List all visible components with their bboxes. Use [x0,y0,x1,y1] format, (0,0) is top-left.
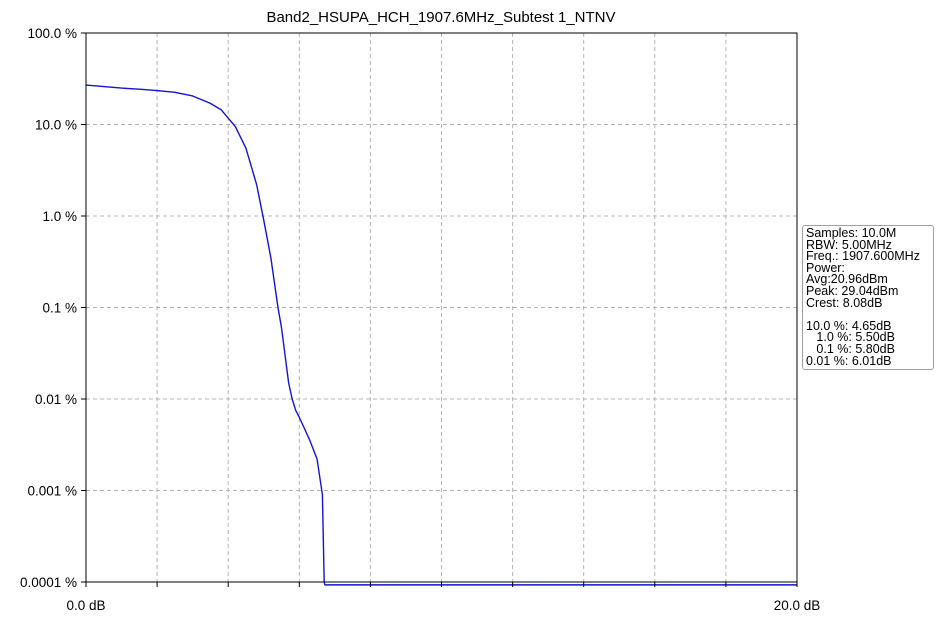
y-tick-label: 0.001 % [27,484,77,499]
y-tick-labels: 100.0 % 10.0 % 1.0 % 0.1 % 0.01 % 0.001 % 0.00… [20,26,77,590]
y-tick-label: 0.0001 % [20,575,77,590]
y-tick-label: 0.01 % [35,392,77,407]
info-box-line: Freq.: 1907.600MHz [806,249,920,264]
info-box-line: Crest: 8.08dB [806,295,883,310]
x-tick-label-start: 0.0 dB [66,598,105,613]
info-box-line: 1.0 %: 5.50dB [806,330,895,345]
measurement-info-box: Samples: 10.0M RBW: 5.00MHz Freq.: 1907.60… [802,225,934,371]
series-line-1 [85,84,797,586]
y-tick-label: 10.0 % [35,118,77,133]
axis-ticks [81,32,798,587]
info-box-line: 0.01 %: 6.01dB [806,353,892,368]
series-layer [85,84,797,586]
info-box-line: Peak: 29.04dBm [806,283,899,298]
grid-lines [86,33,797,582]
y-tick-label: 0.1 % [42,301,77,316]
chart-title: Band2_HSUPA_HCH_1907.6MHz_Subtest 1_NTNV [266,9,615,26]
x-tick-labels: 0.0 dB 20.0 dB [66,598,820,613]
info-box-line: RBW: 5.00MHz [806,237,892,252]
y-tick-label: 1.0 % [42,209,77,224]
x-tick-label-end: 20.0 dB [774,598,821,613]
info-box-line: Power: [806,260,845,275]
info-box-line: Avg:20.96dBm [806,272,888,287]
info-box-line: 10.0 %: 4.65dB [806,318,892,333]
y-tick-label: 100.0 % [27,26,77,41]
info-box-line: 0.1 %: 5.80dB [806,341,895,356]
info-box-line: Samples: 10.0M [806,226,897,240]
